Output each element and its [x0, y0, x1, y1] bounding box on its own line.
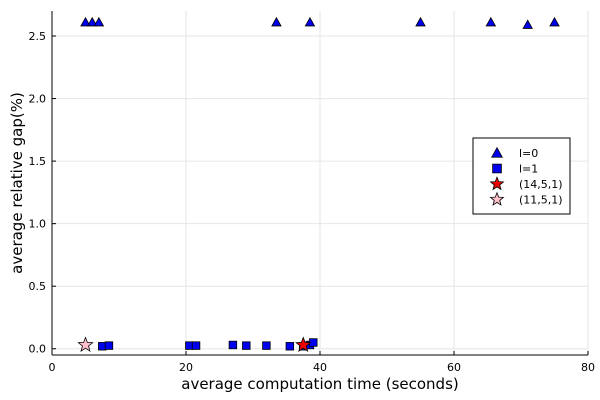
x-tick-label-3: 60 — [447, 361, 461, 374]
legend-marker-1 — [492, 163, 502, 174]
series-3-point-0 — [77, 336, 94, 352]
points-layer — [77, 16, 560, 352]
legend-label-0: l=0 — [519, 147, 538, 160]
series-0-point-4 — [304, 16, 316, 27]
y-tick-label-0: 0.0 — [29, 343, 47, 356]
series-1-point-1 — [104, 341, 114, 350]
series-0-point-3 — [271, 16, 282, 27]
legend-label-1: l=1 — [519, 163, 538, 176]
legend-box — [472, 137, 571, 215]
y-tick-label-1: 0.5 — [29, 280, 47, 293]
legend-marker-0 — [491, 146, 503, 158]
x-tick-label-2: 40 — [313, 361, 327, 374]
x-tick-label-0: 0 — [49, 361, 56, 374]
series-0-point-7 — [522, 19, 533, 29]
series-0-point-0 — [80, 16, 91, 27]
series-0-point-2 — [93, 16, 105, 27]
series-2-point-0 — [295, 336, 312, 352]
series-0-point-8 — [549, 16, 560, 27]
x-tick-label-1: 20 — [179, 361, 193, 374]
y-tick-label-3: 1.5 — [29, 155, 47, 168]
legend-label-2: (14,5,1) — [519, 178, 563, 191]
legend-marker-3 — [489, 191, 505, 206]
y-tick-label-4: 2.0 — [29, 93, 47, 106]
series-1-point-6 — [262, 341, 271, 350]
tick-layer: 0 20 40 60 80 0.0 0.5 1.0 1.5 2.0 2.5 — [29, 30, 596, 374]
y-tick-label-5: 2.5 — [29, 30, 47, 43]
series-1-point-5 — [242, 341, 251, 350]
series-1-point-7 — [285, 342, 295, 351]
series-0-point-1 — [86, 16, 98, 27]
series-0-point-5 — [415, 16, 426, 27]
series-1-point-3 — [191, 341, 201, 350]
y-tick-label-2: 1.0 — [29, 218, 47, 231]
legend-marker-2 — [489, 176, 505, 191]
x-axis-title: average computation time (seconds) — [181, 375, 459, 393]
x-tick-label-4: 80 — [581, 361, 595, 374]
legend: l=0 l=1 (14,5,1) (11,5,1) — [472, 137, 571, 215]
legend-label-3: (11,5,1) — [519, 194, 563, 207]
series-0-point-6 — [485, 16, 497, 27]
y-axis-title: average relative gap(%) — [8, 92, 26, 274]
series-1-point-4 — [228, 340, 238, 350]
